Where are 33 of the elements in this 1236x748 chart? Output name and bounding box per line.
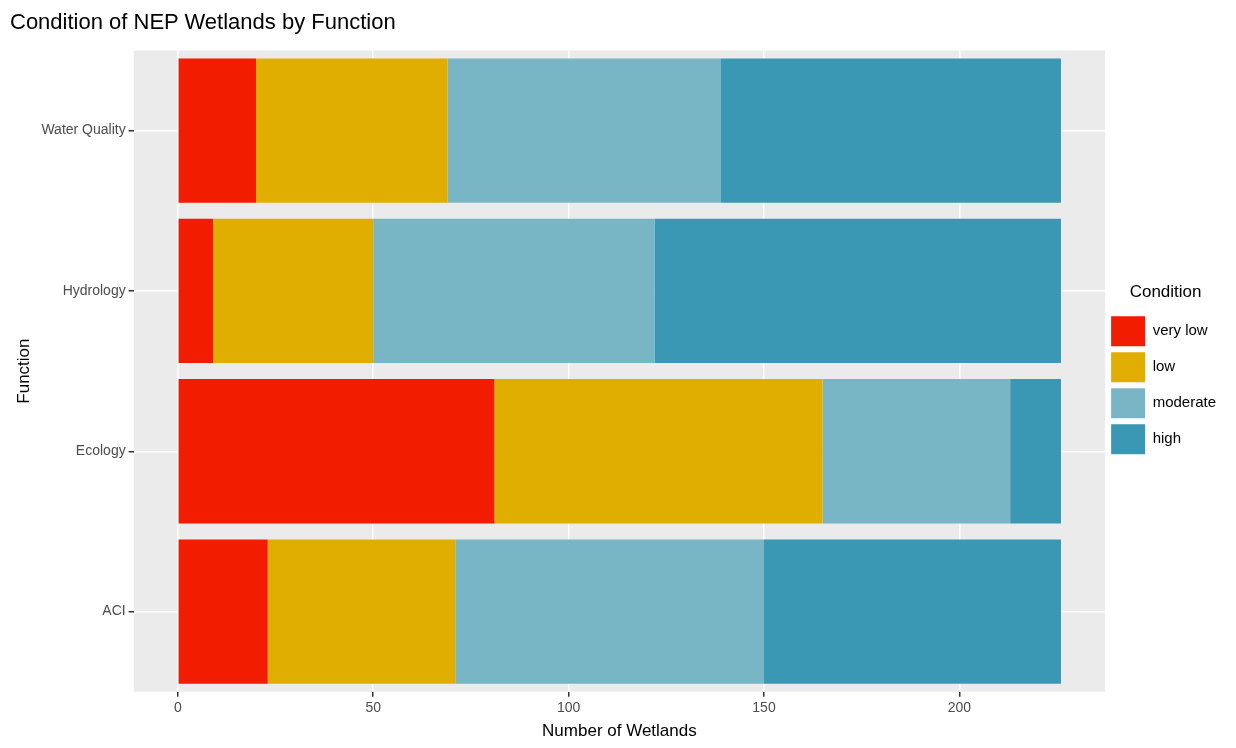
bar xyxy=(822,379,1011,524)
legend-label: low xyxy=(1152,357,1176,375)
bar xyxy=(1010,379,1061,524)
bar xyxy=(178,58,256,203)
bar xyxy=(455,539,764,684)
bar xyxy=(255,58,448,203)
y-tick-label: Water Quality xyxy=(41,121,126,138)
y-tick-label: Hydrology xyxy=(62,281,126,298)
x-tick-label: 200 xyxy=(947,699,972,716)
bar xyxy=(267,539,456,684)
bar xyxy=(447,58,722,203)
x-tick-label: 150 xyxy=(752,699,776,716)
chart-title: Condition of NEP Wetlands by Function xyxy=(10,9,396,35)
legend-label: high xyxy=(1152,429,1181,447)
bar xyxy=(178,379,495,524)
y-tick-label: Ecology xyxy=(75,442,126,459)
legend-label: very low xyxy=(1152,321,1208,339)
x-tick-label: 100 xyxy=(556,699,581,716)
x-tick-label: 0 xyxy=(173,699,182,716)
bar xyxy=(654,218,1061,364)
x-tick-label: 50 xyxy=(365,699,382,716)
x-axis-title: Number of Wetlands xyxy=(542,721,697,741)
y-tick-label: ACI xyxy=(102,602,126,619)
legend-label: moderate xyxy=(1152,393,1217,411)
bar xyxy=(373,218,655,364)
bar xyxy=(178,218,214,364)
bar xyxy=(494,379,823,524)
legend-title: Condition xyxy=(1129,281,1202,301)
bar xyxy=(213,218,374,364)
bar xyxy=(178,539,268,684)
bar xyxy=(763,539,1061,684)
bar xyxy=(721,58,1061,203)
y-axis-title: Function xyxy=(13,338,33,404)
